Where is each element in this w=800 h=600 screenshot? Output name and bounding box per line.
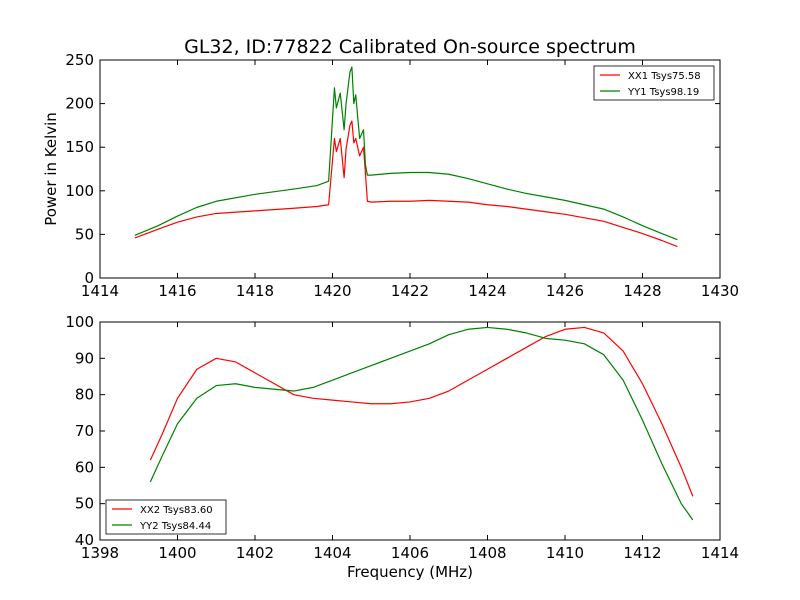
x-axis-label-bottom: Frequency (MHz): [347, 563, 473, 581]
chart-title: GL32, ID:77822 Calibrated On-source spec…: [184, 36, 636, 58]
x-tick-label: 1428: [623, 282, 661, 300]
series-line-xx2: [149, 326, 694, 497]
x-tick-label: 1410: [546, 544, 584, 562]
x-tick-label: 1404: [313, 544, 351, 562]
x-tick-label: 1406: [391, 544, 429, 562]
x-tick-label: 1418: [236, 282, 274, 300]
legend-label: YY2 Tsys84.44: [139, 521, 211, 532]
y-tick-label: 100: [65, 313, 94, 331]
x-tick-label: 1420: [313, 282, 351, 300]
top-spectrum-panel: 1414 1416 1418 1420 1422 1424 1426 1428 1430 0 50 1…: [65, 51, 739, 300]
legend-label: XX2 Tsys83.60: [140, 505, 213, 516]
legend-label: YY1 Tsys98.19: [627, 87, 699, 98]
y-tick-label: 150: [65, 138, 94, 156]
y-tick-label: 100: [65, 182, 94, 200]
y-tick-label: 50: [75, 225, 94, 243]
y-tick-label: 60: [75, 458, 94, 476]
series-line-yy2: [149, 326, 694, 521]
legend: XX1 Tsys75.58 YY1 Tsys98.19: [593, 65, 715, 101]
y-tick-label: 50: [75, 495, 94, 513]
y-tick-label: 0: [84, 269, 94, 287]
x-tick-label: 1412: [623, 544, 661, 562]
legend-box: [105, 499, 227, 535]
y-tick-label: 40: [75, 531, 94, 549]
y-tick-label: 80: [75, 386, 94, 404]
y-axis-label-top: Power in Kelvin: [42, 112, 60, 226]
y-tick-label: 200: [65, 95, 94, 113]
x-tick-label: 1424: [468, 282, 506, 300]
x-tick-label: 1400: [158, 544, 196, 562]
series-line-yy1: [134, 66, 678, 241]
x-tick-label: 1398: [81, 544, 119, 562]
series-line-xx1: [134, 120, 678, 248]
x-tick-label: 1416: [158, 282, 196, 300]
legend: XX2 Tsys83.60 YY2 Tsys84.44: [105, 499, 227, 535]
x-tick-label: 1408: [468, 544, 506, 562]
x-tick-label: 1430: [701, 282, 739, 300]
y-tick-label: 70: [75, 422, 94, 440]
legend-label: XX1 Tsys75.58: [628, 71, 701, 82]
x-tick-label: 1414: [701, 544, 739, 562]
x-tick-label: 1402: [236, 544, 274, 562]
bottom-spectrum-panel: 1398 1400 1402 1404 1406 1408 1410 1412 1414 40 50…: [65, 313, 739, 562]
x-tick-label: 1422: [391, 282, 429, 300]
legend-box: [593, 65, 715, 101]
x-tick-label: 1414: [81, 282, 119, 300]
y-tick-label: 90: [75, 349, 94, 367]
x-tick-label: 1426: [546, 282, 584, 300]
y-tick-label: 250: [65, 51, 94, 69]
